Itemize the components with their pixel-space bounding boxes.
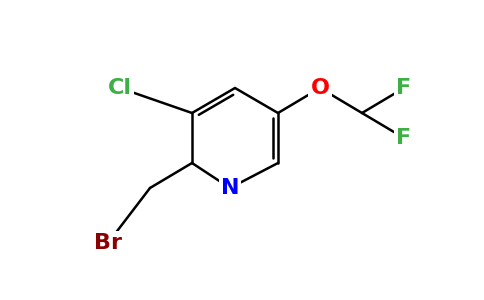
Text: F: F [396,78,411,98]
Text: N: N [221,178,239,198]
Text: F: F [396,128,411,148]
Text: Br: Br [94,233,122,253]
Text: Cl: Cl [108,78,132,98]
Text: O: O [311,78,330,98]
